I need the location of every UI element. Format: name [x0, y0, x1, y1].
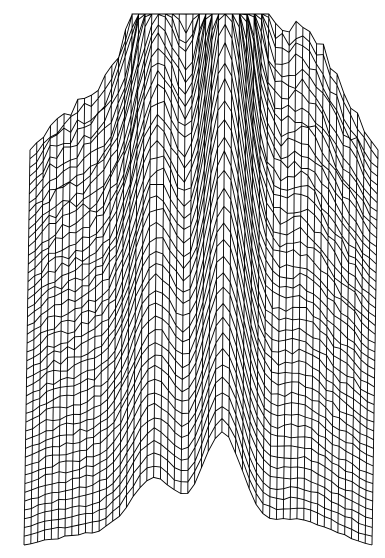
mesh-column-line-67	[166, 13, 174, 485]
mesh-row-line-44	[23, 417, 373, 537]
mesh-column-line-75	[221, 13, 228, 432]
mesh-column-line-96	[364, 140, 372, 544]
mesh-row-line-12	[28, 13, 377, 256]
mesh-column-line-54	[78, 98, 86, 535]
mesh-row-line-13	[28, 13, 377, 265]
mesh-column-line-52	[64, 115, 72, 537]
mesh-row-line-26	[26, 136, 375, 379]
mesh-lines	[23, 13, 379, 546]
mesh-row-line-29	[25, 187, 375, 406]
mesh-column-line-94	[351, 112, 358, 539]
mesh-row-line-35	[25, 286, 374, 458]
mesh-column-line-92	[337, 93, 345, 533]
mesh-column-line-63	[139, 13, 146, 488]
mesh-row-line-41	[24, 376, 373, 511]
mesh-column-line-74	[214, 13, 222, 439]
mesh-column-line-50	[50, 118, 58, 540]
mesh-column-line-76	[228, 13, 235, 438]
mesh-column-line-68	[173, 13, 181, 490]
mesh-column-line-51	[57, 113, 65, 539]
mesh-row-line-33	[25, 255, 374, 441]
mesh-column-line-61	[125, 13, 133, 508]
mesh-column-line-56	[91, 90, 99, 534]
mesh-column-line-78	[241, 13, 249, 471]
mesh-column-line-93	[344, 108, 352, 535]
mesh-row-line-31	[25, 222, 375, 423]
mesh-column-line-87	[303, 31, 311, 521]
mesh-column-line-60	[119, 29, 126, 517]
mesh-column-line-86	[296, 27, 304, 519]
mesh-row-line-17	[27, 13, 376, 300]
mesh-column-line-77	[235, 13, 242, 454]
mesh-column-line-81	[262, 13, 270, 514]
mesh-row-line-22	[26, 62, 376, 344]
mesh-row-line-18	[27, 13, 376, 309]
mesh-column-line-79	[248, 13, 256, 489]
mesh-row-line-14	[27, 13, 377, 274]
mesh-column-line-62	[132, 13, 140, 497]
mesh-row-line-19	[27, 13, 376, 318]
mesh-column-line-97	[371, 149, 379, 546]
mesh-column-line-90	[323, 68, 331, 527]
mesh-row-line-30	[25, 205, 375, 414]
mesh-row-line-34	[25, 272, 374, 449]
mesh-row-line-27	[26, 149, 375, 388]
mesh-row-line-40	[24, 364, 373, 502]
mesh-row-line-36	[25, 302, 374, 467]
mesh-column-line-71	[194, 13, 201, 485]
mesh-column-line-57	[98, 75, 106, 532]
mesh-column-line-70	[187, 13, 194, 494]
mesh-row-line-16	[27, 13, 377, 291]
mesh-row-line-23	[26, 77, 376, 353]
mesh-column-line-48	[37, 137, 45, 543]
mesh-row-line-10	[28, 13, 377, 239]
mesh-column-line-53	[71, 99, 79, 536]
mesh-column-line-91	[330, 73, 338, 530]
mesh-row-line-28	[26, 169, 375, 397]
mesh-row-line-9	[28, 13, 378, 230]
mesh-row-line-11	[28, 13, 377, 247]
mesh-row-line-15	[27, 13, 377, 283]
mesh-column-line-80	[255, 13, 263, 505]
mesh-column-line-69	[180, 13, 187, 494]
mesh-row-line-39	[24, 347, 373, 493]
mesh-row-line-20	[27, 23, 376, 327]
mesh-column-line-84	[282, 31, 290, 519]
mesh-column-line-85	[289, 21, 297, 520]
mesh-column-line-73	[207, 13, 215, 452]
mesh-row-line-24	[26, 100, 376, 362]
mesh-column-line-66	[160, 13, 167, 480]
mesh-column-line-89	[316, 44, 324, 525]
mesh-row-line-38	[24, 331, 374, 485]
mesh-column-line-83	[276, 30, 283, 520]
mesh-row-line-45	[23, 431, 373, 546]
mesh-column-line-65	[153, 13, 160, 478]
mesh-row-line-25	[26, 118, 375, 370]
mesh-column-line-58	[105, 65, 113, 527]
mesh-column-line-46	[23, 149, 31, 546]
mesh-row-line-42	[24, 392, 373, 520]
mesh-column-line-72	[200, 13, 208, 468]
mesh-row-line-32	[25, 238, 374, 432]
mesh-column-line-47	[30, 142, 38, 544]
mesh-column-line-82	[269, 23, 277, 519]
mesh-row-line-21	[26, 41, 376, 335]
mesh-column-line-55	[84, 95, 92, 533]
mesh-column-line-95	[357, 131, 365, 542]
mesh-row-line-43	[24, 406, 373, 528]
mesh-column-line-64	[146, 13, 153, 481]
mesh-column-line-59	[112, 57, 120, 522]
mesh-column-line-88	[310, 43, 318, 522]
mesh-row-line-37	[24, 316, 374, 476]
mesh-column-line-49	[44, 125, 51, 540]
